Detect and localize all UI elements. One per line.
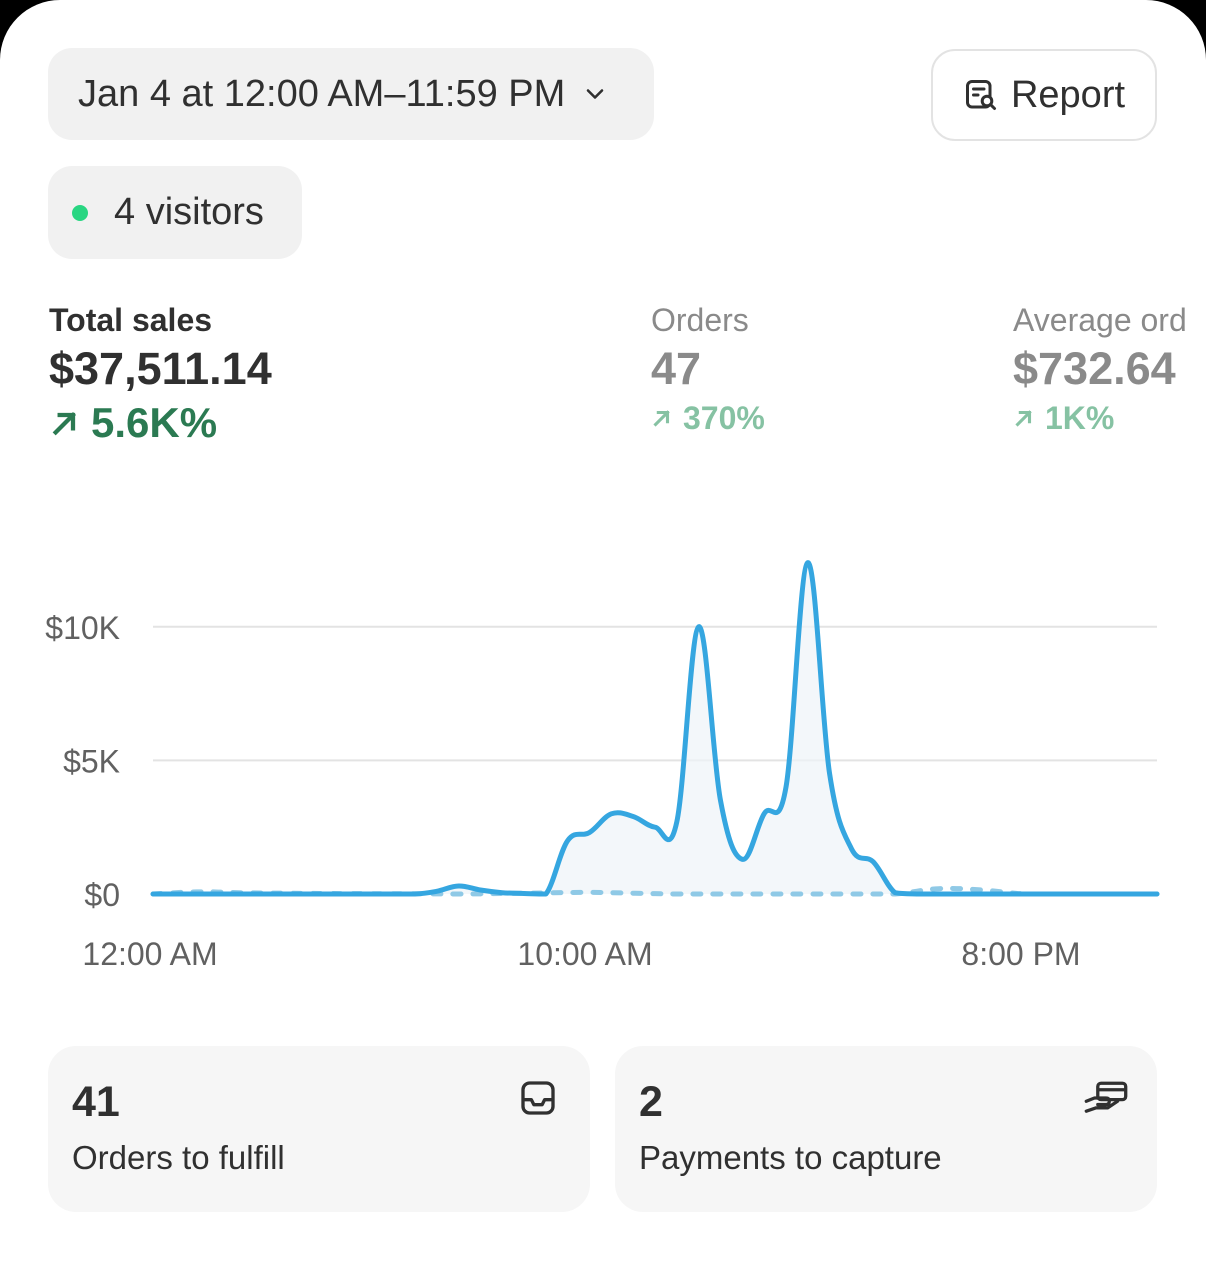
metric-value: 47 [651,343,702,394]
metric-average-order[interactable]: Average ord $732.64 1K% [1013,300,1187,438]
sales-chart[interactable]: $0 $5K $10K 12:00 AM 10:00 AM 8:00 PM [0,540,1206,1000]
series-current-line [150,560,1160,897]
metric-label: Orders [651,302,749,338]
arrow-up-right-icon [1015,410,1032,427]
series-comparison-line [150,885,1160,897]
card-value: 2 [639,1078,663,1126]
chart-y-ticks: $0 $5K $10K [45,610,120,913]
x-tick-label: 12:00 AM [82,936,217,972]
metric-value: $37,511.14 [49,343,272,394]
report-label: Report [1010,73,1126,116]
x-tick-label: 8:00 PM [961,936,1080,972]
metric-change-value: 370% [683,400,765,436]
live-visitors-chip[interactable]: 4 visitors [48,166,302,259]
report-search-icon [965,80,996,110]
inbox-icon [521,1081,555,1115]
metric-change: 1K% [1013,398,1187,438]
date-range-button[interactable]: Jan 4 at 12:00 AM–11:59 PM [48,48,654,140]
metric-label: Average ord [1013,302,1187,338]
arrow-up-right-icon [52,411,77,436]
card-label: Orders to fulfill [72,1139,285,1176]
orders-to-fulfill-card[interactable]: 41 Orders to fulfill [48,1046,590,1212]
metric-change: 5.6K% [49,398,272,448]
visitors-label: 4 visitors [114,191,264,233]
y-tick-label: $5K [63,743,120,779]
y-tick-label: $10K [45,610,120,646]
payment-hand-icon [1084,1081,1128,1113]
y-tick-label: $0 [84,877,120,913]
card-value: 41 [72,1078,120,1126]
metric-orders[interactable]: Orders 47 370% [651,300,765,438]
payments-to-capture-card[interactable]: 2 Payments to capture [615,1046,1157,1212]
chart-grid [153,625,1157,762]
x-tick-label: 10:00 AM [517,936,652,972]
series-area-fill [153,562,1157,894]
metric-label: Total sales [49,302,213,338]
metric-change: 370% [651,398,765,438]
date-range-label: Jan 4 at 12:00 AM–11:59 PM [78,72,566,115]
chart-x-ticks: 12:00 AM 10:00 AM 8:00 PM [82,936,1080,972]
arrow-up-right-icon [653,410,670,427]
metric-value: $732.64 [1013,343,1176,394]
metric-total-sales[interactable]: Total sales $37,511.14 5.6K% [49,300,272,448]
card-label: Payments to capture [639,1139,942,1176]
report-button[interactable]: Report [931,49,1157,141]
metric-change-value: 1K% [1045,400,1115,436]
chevron-down-icon [587,89,604,99]
metric-change-value: 5.6K% [91,399,218,446]
live-status-dot [72,204,88,221]
